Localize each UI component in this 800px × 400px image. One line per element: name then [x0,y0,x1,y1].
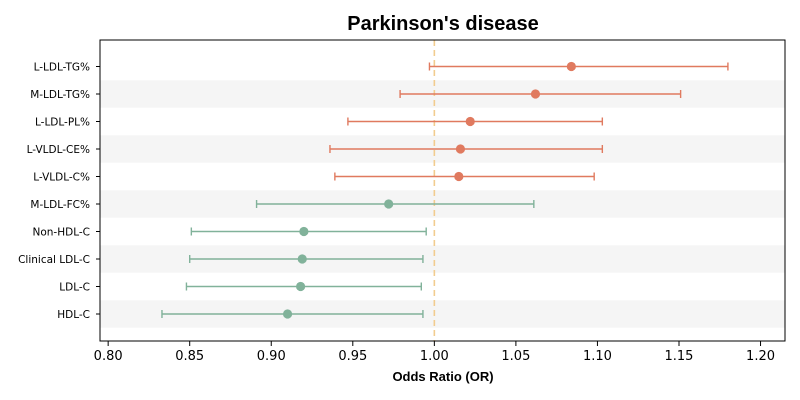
forest-row [185,281,422,292]
x-tick-label: 0.90 [257,349,286,364]
forest-row [399,89,682,99]
x-tick-label: 0.95 [338,349,367,364]
y-tick-label: M-LDL-TG% [30,89,90,101]
y-tick-label: L-VLDL-CE% [27,144,90,156]
y-axis: L-LDL-TG% M-LDL-TG% L-LDL-PL% L-VLDL-CE% L-V… [18,61,100,321]
x-tick-label: 0.80 [94,349,123,364]
point-estimate [282,309,293,319]
point-estimate [454,171,464,182]
forest-row [428,61,729,72]
x-axis-label: Odds Ratio (OR) [392,369,493,384]
point-estimate [384,199,394,209]
y-tick-label: Non-HDL-C [33,226,91,238]
plot-frame [99,39,786,342]
x-tick-label: 1.00 [420,349,449,364]
x-tick-label: 0.85 [175,349,204,364]
point-estimate [566,61,576,72]
y-tick-label: HDL-C [57,309,90,321]
point-estimate [299,226,309,237]
x-axis: 0.80 0.85 0.90 0.95 1.00 1.05 1.10 1.15 1.20 [94,341,775,364]
forest-row [189,254,424,264]
forest-row [255,199,535,209]
forest-row [190,226,427,237]
y-tick-label: L-VLDL-C% [33,171,90,183]
forest-row [161,309,424,319]
x-tick-label: 1.10 [583,349,612,364]
forest-rows [161,61,729,319]
x-tick-label: 1.20 [746,349,775,364]
point-estimate [455,144,466,154]
x-tick-label: 1.05 [501,349,530,364]
y-tick-label: Clinical LDL-C [18,254,90,266]
point-estimate [465,116,475,127]
point-estimate [530,89,541,99]
point-estimate [296,281,306,292]
x-tick-label: 1.15 [665,349,694,364]
y-tick-label: LDL-C [59,281,90,293]
chart-title: Parkinson's disease [347,13,539,35]
forest-row [347,116,604,127]
y-tick-label: M-LDL-FC% [30,199,90,211]
forest-row [334,171,595,182]
forest-row [329,144,604,154]
point-estimate [297,254,307,264]
y-tick-label: L-LDL-PL% [35,116,90,128]
y-tick-label: L-LDL-TG% [34,61,90,73]
